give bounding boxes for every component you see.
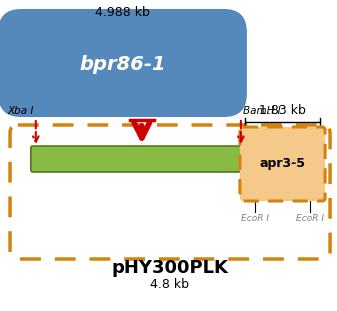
Text: BamH I: BamH I: [243, 106, 280, 116]
Text: bpr86-1: bpr86-1: [79, 55, 166, 75]
Text: pHY300PLK: pHY300PLK: [111, 259, 228, 277]
FancyBboxPatch shape: [0, 10, 246, 116]
Text: 1.83 kb: 1.83 kb: [259, 104, 306, 117]
Text: apr3-5: apr3-5: [259, 157, 306, 170]
Text: 4.988 kb: 4.988 kb: [95, 6, 150, 19]
Text: EcoR I: EcoR I: [241, 214, 269, 223]
FancyBboxPatch shape: [31, 146, 243, 172]
Text: EcoR I: EcoR I: [296, 214, 324, 223]
FancyBboxPatch shape: [240, 127, 325, 201]
Text: Xba I: Xba I: [7, 106, 34, 116]
Text: 4.8 kb: 4.8 kb: [150, 277, 189, 290]
